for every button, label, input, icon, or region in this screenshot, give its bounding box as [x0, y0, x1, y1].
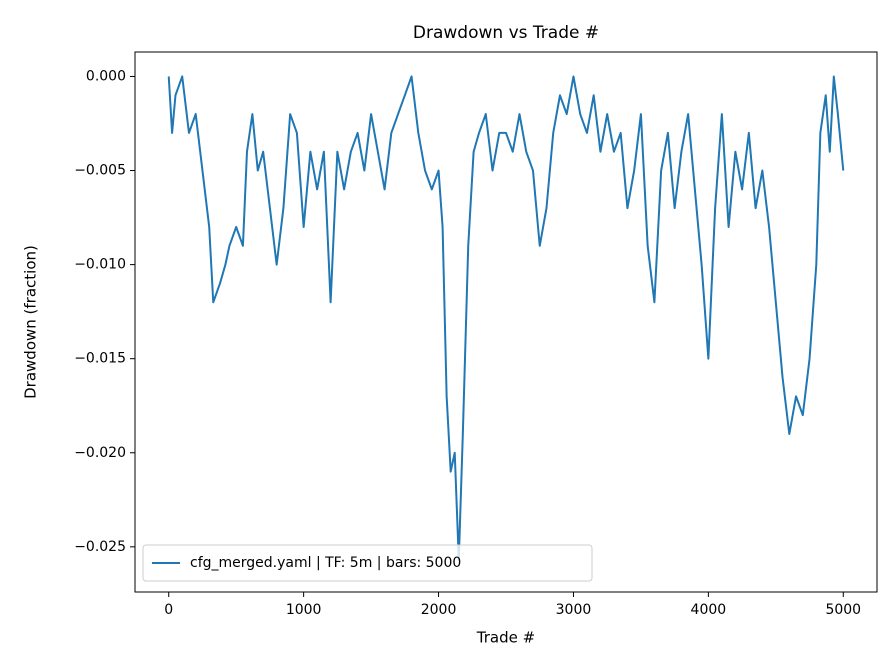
- data-line: [167, 75, 845, 562]
- x-tick-label: 0: [164, 602, 173, 618]
- y-tick-label: −0.005: [74, 163, 126, 179]
- x-axis-label: Trade #: [476, 629, 535, 647]
- x-tick-label: 1000: [286, 602, 322, 618]
- y-tick-label: −0.015: [74, 351, 126, 367]
- chart-title: Drawdown vs Trade #: [413, 23, 599, 43]
- legend-label: cfg_merged.yaml | TF: 5m | bars: 5000: [190, 555, 461, 571]
- y-tick-label: −0.020: [74, 445, 126, 461]
- x-tick-label: 5000: [825, 602, 861, 618]
- x-tick-label: 4000: [691, 602, 727, 618]
- x-tick-label: 2000: [421, 602, 457, 618]
- plot-frame: [134, 51, 878, 593]
- y-tick-label: −0.025: [74, 539, 126, 555]
- y-tick-label: 0.000: [86, 68, 126, 84]
- x-tick-label: 3000: [556, 602, 592, 618]
- y-axis-label: Drawdown (fraction): [22, 245, 40, 399]
- legend-box: [142, 544, 593, 582]
- y-tick-label: −0.010: [74, 257, 126, 273]
